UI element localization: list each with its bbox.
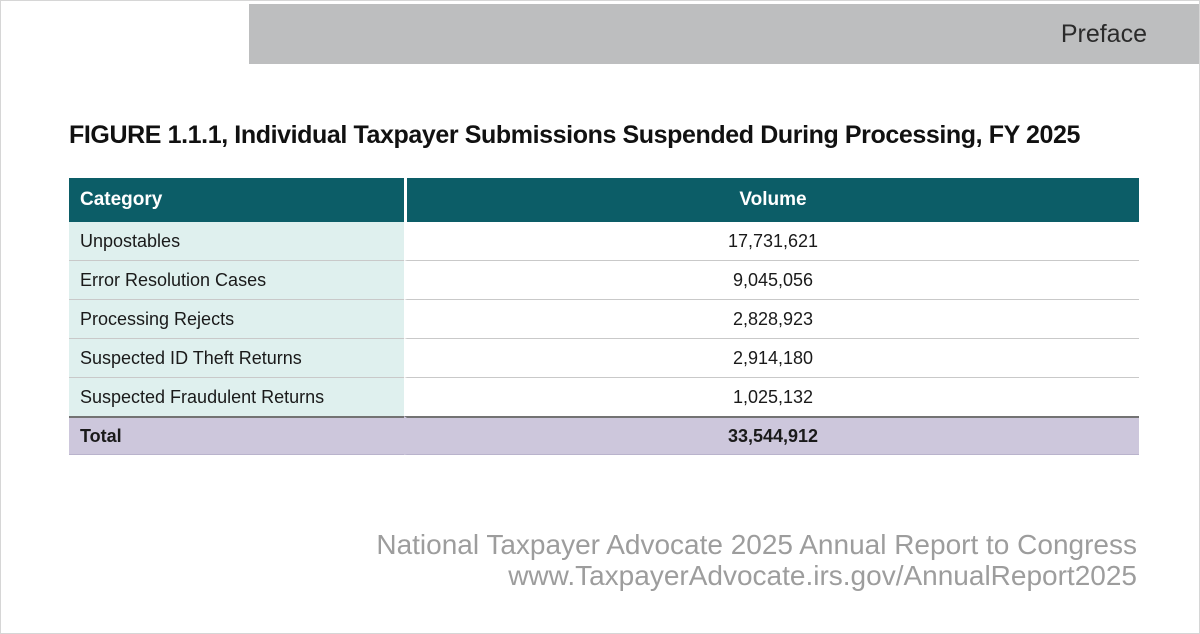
header-row: Category Volume <box>69 178 1139 222</box>
table-row: Error Resolution Cases 9,045,056 <box>69 261 1139 300</box>
table-row: Unpostables 17,731,621 <box>69 222 1139 261</box>
volume-cell: 9,045,056 <box>404 261 1139 300</box>
figure-table: Category Volume Unpostables 17,731,621 Err… <box>69 178 1139 455</box>
category-cell: Suspected ID Theft Returns <box>69 339 404 378</box>
report-attribution: National Taxpayer Advocate 2025 Annual R… <box>376 529 1137 591</box>
banner-label: Preface <box>1060 19 1147 48</box>
figure-title: FIGURE 1.1.1, Individual Taxpayer Submis… <box>69 121 1081 149</box>
attribution-line1: National Taxpayer Advocate 2025 Annual R… <box>376 529 1137 560</box>
table-row: Suspected ID Theft Returns 2,914,180 <box>69 339 1139 378</box>
table-row: Processing Rejects 2,828,923 <box>69 300 1139 339</box>
total-label-cell: Total <box>69 416 404 455</box>
table-body: Unpostables 17,731,621 Error Resolution Ca… <box>69 222 1139 416</box>
category-column-header: Category <box>69 178 404 222</box>
volume-cell: 17,731,621 <box>404 222 1139 261</box>
category-cell: Processing Rejects <box>69 300 404 339</box>
volume-column-header: Volume <box>404 178 1139 222</box>
total-row: Total 33,544,912 <box>69 416 1139 455</box>
preface-banner: Preface <box>249 4 1199 64</box>
volume-cell: 2,828,923 <box>404 300 1139 339</box>
volume-cell: 1,025,132 <box>404 378 1139 416</box>
category-cell: Error Resolution Cases <box>69 261 404 300</box>
table-footer: Total 33,544,912 <box>69 416 1139 455</box>
category-cell: Unpostables <box>69 222 404 261</box>
category-cell: Suspected Fraudulent Returns <box>69 378 404 416</box>
table-header: Category Volume <box>69 178 1139 222</box>
attribution-line2: www.TaxpayerAdvocate.irs.gov/AnnualRepor… <box>508 560 1137 591</box>
table-row: Suspected Fraudulent Returns 1,025,132 <box>69 378 1139 416</box>
volume-cell: 2,914,180 <box>404 339 1139 378</box>
total-value-cell: 33,544,912 <box>404 416 1139 455</box>
